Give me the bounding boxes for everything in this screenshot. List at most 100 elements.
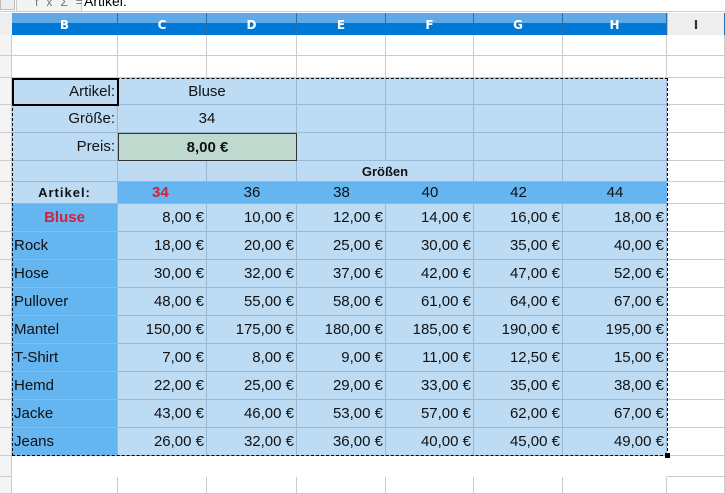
price-cell[interactable]: 25,00 € bbox=[207, 372, 297, 400]
column-header-F[interactable]: F bbox=[386, 13, 474, 35]
cell[interactable] bbox=[667, 56, 725, 78]
row-header[interactable] bbox=[0, 316, 12, 344]
row-header[interactable] bbox=[0, 372, 12, 400]
price-cell[interactable]: 36,00 € bbox=[297, 428, 386, 456]
cell[interactable] bbox=[667, 477, 725, 494]
price-cell[interactable]: 57,00 € bbox=[386, 400, 474, 428]
size-header-34[interactable]: 34 bbox=[118, 182, 207, 204]
article-T-Shirt[interactable]: T-Shirt bbox=[12, 344, 118, 372]
price-cell[interactable]: 64,00 € bbox=[474, 288, 563, 316]
cell[interactable] bbox=[563, 78, 667, 105]
cell[interactable] bbox=[118, 161, 207, 182]
price-cell[interactable]: 7,00 € bbox=[118, 344, 207, 372]
cell[interactable] bbox=[474, 105, 563, 133]
artikel-value[interactable]: Bluse bbox=[118, 78, 297, 105]
row-header[interactable] bbox=[0, 456, 12, 477]
price-cell[interactable]: 52,00 € bbox=[563, 260, 667, 288]
price-cell[interactable]: 42,00 € bbox=[386, 260, 474, 288]
column-header-D[interactable]: D bbox=[207, 13, 297, 35]
cell[interactable] bbox=[386, 56, 474, 78]
price-cell[interactable]: 150,00 € bbox=[118, 316, 207, 344]
cell[interactable] bbox=[386, 78, 474, 105]
fill-handle[interactable] bbox=[665, 453, 670, 458]
price-cell[interactable]: 18,00 € bbox=[118, 232, 207, 260]
cell[interactable] bbox=[667, 428, 725, 456]
column-header-I[interactable]: I bbox=[667, 13, 725, 35]
cell[interactable] bbox=[474, 56, 563, 78]
cell[interactable] bbox=[563, 133, 667, 161]
cell[interactable] bbox=[297, 35, 386, 56]
price-cell[interactable]: 38,00 € bbox=[563, 372, 667, 400]
price-cell[interactable]: 53,00 € bbox=[297, 400, 386, 428]
price-cell[interactable]: 61,00 € bbox=[386, 288, 474, 316]
row-header[interactable] bbox=[0, 56, 12, 78]
cell[interactable] bbox=[386, 477, 474, 494]
cell[interactable] bbox=[667, 182, 725, 204]
cell[interactable] bbox=[386, 105, 474, 133]
size-header-36[interactable]: 36 bbox=[207, 182, 297, 204]
cell[interactable] bbox=[474, 161, 563, 182]
price-cell[interactable]: 22,00 € bbox=[118, 372, 207, 400]
price-cell[interactable]: 46,00 € bbox=[207, 400, 297, 428]
cell[interactable] bbox=[474, 477, 563, 494]
size-header-44[interactable]: 44 bbox=[563, 182, 667, 204]
row-header[interactable] bbox=[0, 288, 12, 316]
article-Jeans[interactable]: Jeans bbox=[12, 428, 118, 456]
cell[interactable] bbox=[207, 35, 297, 56]
price-cell[interactable]: 43,00 € bbox=[118, 400, 207, 428]
formula-icons[interactable]: fxΣ= bbox=[16, 0, 83, 11]
cell[interactable] bbox=[474, 133, 563, 161]
price-cell[interactable]: 40,00 € bbox=[386, 428, 474, 456]
cell[interactable] bbox=[297, 133, 386, 161]
cell[interactable] bbox=[667, 456, 725, 477]
price-cell[interactable]: 8,00 € bbox=[207, 344, 297, 372]
price-cell[interactable]: 48,00 € bbox=[118, 288, 207, 316]
cell[interactable] bbox=[667, 260, 725, 288]
row-header[interactable] bbox=[0, 232, 12, 260]
cell[interactable] bbox=[667, 316, 725, 344]
row-header[interactable] bbox=[0, 161, 12, 182]
price-cell[interactable]: 18,00 € bbox=[563, 204, 667, 232]
price-cell[interactable]: 67,00 € bbox=[563, 400, 667, 428]
price-cell[interactable]: 45,00 € bbox=[474, 428, 563, 456]
column-header-G[interactable]: G bbox=[474, 13, 563, 35]
price-cell[interactable]: 14,00 € bbox=[386, 204, 474, 232]
cell[interactable] bbox=[386, 133, 474, 161]
artikel-label[interactable]: Artikel: bbox=[12, 78, 118, 105]
price-cell[interactable]: 49,00 € bbox=[563, 428, 667, 456]
price-cell[interactable]: 175,00 € bbox=[207, 316, 297, 344]
price-cell[interactable]: 32,00 € bbox=[207, 428, 297, 456]
size-header-38[interactable]: 38 bbox=[297, 182, 386, 204]
cell[interactable] bbox=[667, 133, 725, 161]
groesse-value[interactable]: 34 bbox=[118, 105, 297, 133]
cell[interactable] bbox=[563, 477, 667, 494]
name-box[interactable] bbox=[0, 0, 15, 10]
column-header-B[interactable]: B bbox=[12, 13, 118, 35]
price-cell[interactable]: 15,00 € bbox=[563, 344, 667, 372]
price-cell[interactable]: 55,00 € bbox=[207, 288, 297, 316]
price-cell[interactable]: 25,00 € bbox=[297, 232, 386, 260]
article-Rock[interactable]: Rock bbox=[12, 232, 118, 260]
price-cell[interactable]: 12,50 € bbox=[474, 344, 563, 372]
price-cell[interactable]: 190,00 € bbox=[474, 316, 563, 344]
cell[interactable] bbox=[118, 56, 207, 78]
cell[interactable] bbox=[386, 35, 474, 56]
column-header-H[interactable]: H bbox=[563, 13, 667, 35]
cell[interactable] bbox=[667, 35, 725, 56]
row-header[interactable] bbox=[0, 133, 12, 161]
price-cell[interactable]: 10,00 € bbox=[207, 204, 297, 232]
row-header[interactable] bbox=[0, 260, 12, 288]
cell[interactable] bbox=[297, 78, 386, 105]
cell[interactable] bbox=[118, 477, 207, 494]
article-Bluse[interactable]: Bluse bbox=[12, 204, 118, 232]
price-cell[interactable]: 29,00 € bbox=[297, 372, 386, 400]
row-header[interactable] bbox=[0, 428, 12, 456]
price-cell[interactable]: 37,00 € bbox=[297, 260, 386, 288]
size-header-40[interactable]: 40 bbox=[386, 182, 474, 204]
cell[interactable] bbox=[207, 161, 297, 182]
price-cell[interactable]: 9,00 € bbox=[297, 344, 386, 372]
cell[interactable] bbox=[297, 477, 386, 494]
row-header[interactable] bbox=[0, 477, 12, 494]
cell[interactable] bbox=[563, 105, 667, 133]
column-header-E[interactable]: E bbox=[297, 13, 386, 35]
